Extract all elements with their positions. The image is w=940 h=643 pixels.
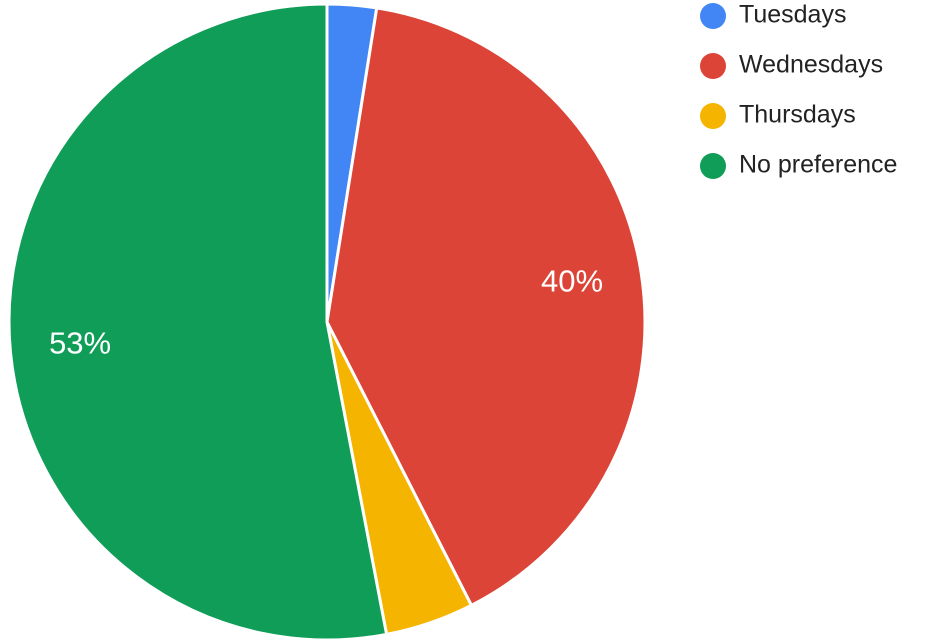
slice-label-wednesdays: 40%: [541, 263, 603, 298]
legend-item-thursdays: Thursdays: [700, 101, 856, 129]
slice-label-no-preference: 53%: [49, 325, 111, 360]
legend-item-no-preference: No preference: [700, 151, 897, 179]
legend-swatch-thursdays: [700, 103, 726, 129]
legend-swatch-wednesdays: [700, 53, 726, 79]
legend-swatch-no-preference: [700, 153, 726, 179]
legend-item-wednesdays: Wednesdays: [700, 51, 883, 79]
legend-label-no-preference: No preference: [739, 151, 897, 179]
slice-labels: 40% 53%: [49, 263, 603, 360]
legend-label-tuesdays: Tuesdays: [739, 1, 846, 29]
chart-legend: Tuesdays Wednesdays Thursdays No preference: [700, 1, 897, 179]
legend-item-tuesdays: Tuesdays: [700, 1, 846, 29]
legend-label-wednesdays: Wednesdays: [739, 51, 883, 79]
legend-label-thursdays: Thursdays: [739, 101, 856, 129]
pie-slice-no-preference: [7, 2, 389, 642]
pie-slices: [7, 2, 647, 642]
pie-slice-wednesdays: [325, 6, 647, 607]
legend-swatch-tuesdays: [700, 3, 726, 29]
